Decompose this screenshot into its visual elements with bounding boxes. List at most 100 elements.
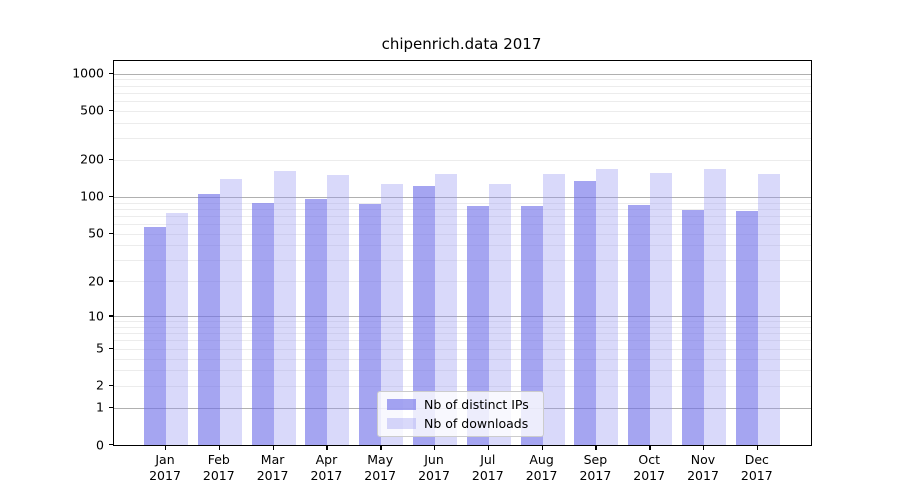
- gridline-y-8: [114, 326, 811, 328]
- bar-feb-downloads: [219, 178, 242, 445]
- bar-may-downloads: [381, 184, 404, 445]
- gridline-y-400: [114, 122, 811, 124]
- legend-label-downloads: Nb of downloads: [424, 416, 529, 431]
- gridline-y-900: [114, 79, 811, 81]
- y-tick-1: [109, 406, 113, 409]
- x-label-jan: Jan 2017: [149, 452, 181, 484]
- legend-swatch-distinct-ips: [387, 399, 416, 410]
- gridline-y-9: [114, 321, 811, 323]
- x-label-jun: Jun 2017: [418, 452, 450, 484]
- bar-feb-distinct-ips: [197, 194, 220, 445]
- bar-dec-downloads: [757, 173, 780, 445]
- bar-mar-downloads: [273, 171, 296, 445]
- gridline-y-4: [114, 358, 811, 360]
- y-label-5: 5: [96, 340, 104, 356]
- y-tick-2: [109, 384, 113, 387]
- x-tick-oct: [649, 446, 651, 450]
- bar-sep-distinct-ips: [574, 180, 597, 445]
- bar-jan-downloads: [166, 212, 188, 445]
- x-tick-feb: [218, 446, 221, 450]
- y-tick-20: [109, 280, 113, 282]
- y-label-0: 0: [96, 437, 104, 452]
- gridline-y-3: [114, 370, 811, 372]
- gridline-y-50: [114, 233, 811, 235]
- x-label-sep: Sep 2017: [579, 452, 612, 484]
- y-tick-100: [109, 195, 113, 198]
- gridline-y-60: [114, 224, 811, 226]
- x-tick-may: [380, 446, 382, 450]
- gridline-y-70: [114, 215, 811, 217]
- y-label-10: 10: [88, 308, 104, 324]
- y-label-1000: 1000: [72, 65, 104, 81]
- bar-nov-downloads: [704, 168, 726, 445]
- x-label-oct: Oct 2017: [633, 452, 666, 484]
- x-tick-nov: [703, 446, 705, 450]
- bar-apr-distinct-ips: [305, 198, 328, 445]
- bar-jul-distinct-ips: [466, 206, 489, 445]
- y-label-200: 200: [80, 151, 104, 167]
- x-tick-apr: [326, 446, 328, 450]
- bar-jul-downloads: [488, 183, 511, 445]
- x-label-jul: Jul 2017: [471, 452, 504, 484]
- bar-aug-distinct-ips: [520, 205, 543, 445]
- bar-sep-downloads: [596, 168, 619, 445]
- y-label-50: 50: [88, 225, 104, 241]
- y-tick-10: [109, 315, 113, 317]
- bar-jan-distinct-ips: [144, 226, 166, 445]
- y-tick-50: [109, 232, 113, 235]
- legend-swatch-downloads: [387, 418, 416, 429]
- legend: Nb of distinct IPs Nb of downloads: [377, 391, 544, 437]
- gridline-y-40: [114, 245, 811, 247]
- y-label-100: 100: [80, 188, 104, 204]
- y-label-1: 1: [96, 399, 104, 415]
- x-label-aug: Aug 2017: [525, 452, 558, 484]
- gridline-y-2: [114, 385, 811, 387]
- bar-may-distinct-ips: [359, 203, 382, 445]
- x-label-feb: Feb 2017: [202, 452, 235, 484]
- gridline-y-500: [114, 110, 811, 112]
- gridline-y-5: [114, 348, 811, 350]
- gridline-y-90: [114, 202, 811, 204]
- gridline-y-20: [114, 281, 811, 283]
- y-tick-0: [109, 444, 113, 446]
- legend-item-downloads: Nb of downloads: [378, 416, 543, 431]
- gridline-y-10: [114, 316, 811, 318]
- x-tick-dec: [756, 446, 759, 450]
- y-label-500: 500: [80, 102, 104, 118]
- x-label-mar: Mar 2017: [256, 452, 289, 484]
- x-tick-jul: [487, 446, 490, 450]
- y-tick-500: [109, 109, 113, 112]
- gridline-y-300: [114, 138, 811, 140]
- bar-nov-distinct-ips: [682, 210, 704, 445]
- y-label-2: 2: [96, 377, 104, 393]
- bar-mar-distinct-ips: [251, 203, 274, 445]
- bar-jun-distinct-ips: [413, 185, 435, 445]
- x-tick-jan: [165, 446, 167, 450]
- legend-label-distinct-ips: Nb of distinct IPs: [424, 397, 529, 412]
- y-tick-200: [109, 158, 113, 161]
- bar-jun-downloads: [435, 173, 457, 445]
- x-tick-aug: [541, 446, 543, 450]
- x-tick-sep: [595, 446, 597, 450]
- bar-apr-downloads: [327, 174, 350, 445]
- gridline-y-1000: [114, 73, 811, 75]
- x-tick-jun: [434, 446, 436, 450]
- y-tick-1000: [109, 72, 113, 75]
- legend-item-distinct-ips: Nb of distinct IPs: [378, 397, 543, 412]
- gridline-y-100: [114, 196, 811, 198]
- bar-dec-distinct-ips: [735, 210, 758, 445]
- y-tick-5: [109, 347, 113, 350]
- gridline-y-600: [114, 101, 811, 103]
- bar-oct-downloads: [650, 172, 673, 445]
- gridline-y-80: [114, 208, 811, 210]
- gridline-y-30: [114, 260, 811, 262]
- plot-area: [113, 60, 812, 446]
- x-label-apr: Apr 2017: [310, 452, 343, 484]
- gridline-y-700: [114, 92, 811, 94]
- bar-oct-distinct-ips: [628, 205, 651, 445]
- x-label-dec: Dec 2017: [740, 452, 773, 484]
- gridline-y-6: [114, 340, 811, 342]
- gridline-y-200: [114, 159, 811, 161]
- chart-title: chipenrich.data 2017: [381, 35, 542, 53]
